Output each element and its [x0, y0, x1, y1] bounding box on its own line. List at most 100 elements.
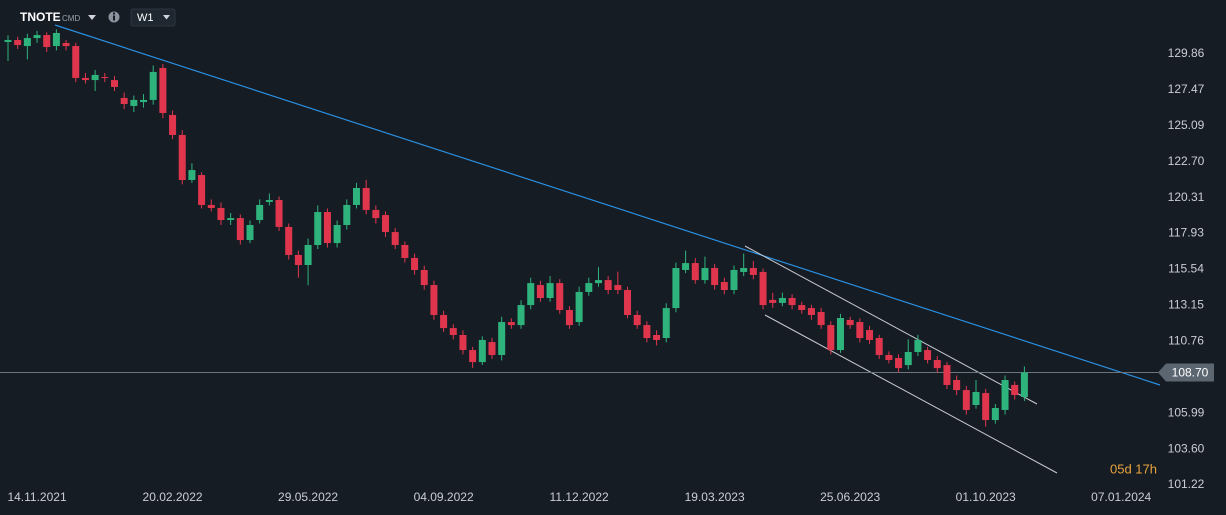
- candle-body: [236, 218, 244, 241]
- candle-body: [275, 200, 283, 227]
- candle-body: [778, 297, 786, 303]
- candle-body: [730, 269, 738, 291]
- candle-body: [198, 175, 206, 205]
- candle-body: [207, 204, 215, 208]
- last-price-tag: [1158, 363, 1214, 382]
- candle-body: [740, 268, 748, 272]
- interval-selector[interactable]: [130, 8, 176, 27]
- candle-body: [585, 283, 593, 292]
- candle-body: [285, 226, 293, 255]
- candle-body: [188, 170, 196, 180]
- candle-body: [72, 46, 80, 78]
- candle-body: [323, 212, 331, 244]
- candle-body: [120, 97, 128, 104]
- candle-body: [594, 280, 602, 284]
- symbol-dropdown[interactable]: [88, 15, 96, 20]
- candle-body: [604, 280, 612, 291]
- interval-dropdown: [163, 15, 170, 20]
- y-tick-label: 125.09: [1168, 118, 1205, 132]
- candle-body: [1011, 384, 1019, 396]
- candle-body: [430, 285, 438, 315]
- candle-body: [701, 268, 709, 281]
- info-icon-glyph: [113, 12, 115, 15]
- candle-body: [653, 335, 661, 340]
- y-tick-label: 105.99: [1168, 405, 1205, 419]
- x-tick-label: 14.11.2021: [7, 490, 66, 504]
- candle-body: [691, 263, 699, 281]
- plot-area: 101.22 103.60 105.99 110.76 113.15 115.54 117.…: [0, 29, 1205, 504]
- candle-body: [333, 224, 341, 244]
- candle-body: [788, 297, 796, 306]
- y-tick-label: 117.93: [1168, 226, 1204, 240]
- interval: W1: [137, 12, 154, 24]
- channel-line: [764, 314, 1058, 474]
- candle-body: [527, 283, 535, 306]
- y-tick-label: 127.47: [1168, 82, 1205, 96]
- candle-body: [565, 310, 573, 326]
- candle-body: [507, 322, 515, 326]
- candle-body: [807, 308, 815, 315]
- candle-body: [101, 77, 109, 79]
- symbol[interactable]: TNOTE: [20, 10, 61, 24]
- candle-body: [672, 268, 680, 309]
- candle-body: [711, 268, 719, 286]
- candle-body: [517, 305, 525, 326]
- candle-body: [817, 311, 825, 326]
- candle-body: [43, 35, 51, 47]
- candle-body: [933, 359, 941, 369]
- x-tick-label: 25.06.2023: [820, 490, 880, 504]
- candle-body: [846, 319, 854, 326]
- symbol-kind: CMD: [62, 14, 80, 23]
- candle-body: [1020, 372, 1028, 398]
- y-tick-label: 122.70: [1168, 154, 1205, 168]
- candle-body: [178, 134, 186, 180]
- y-tick-label: 115.54: [1168, 262, 1204, 276]
- x-tick-label: 20.02.2022: [143, 490, 203, 504]
- candle-body: [110, 80, 118, 87]
- candle-body: [391, 232, 399, 246]
- candle-body: [169, 114, 177, 135]
- candle-body: [81, 77, 89, 81]
- candle-body: [895, 358, 903, 369]
- candle-body: [624, 290, 632, 315]
- candle-body: [759, 271, 767, 306]
- candle-body: [614, 285, 622, 291]
- candle-body: [682, 263, 690, 270]
- trend-line: [54, 24, 1161, 386]
- candle-body: [265, 200, 273, 202]
- candle-body: [662, 308, 670, 339]
- candle-body: [575, 291, 583, 323]
- candle-body: [352, 187, 360, 205]
- candle-body: [953, 379, 961, 391]
- candle-body: [633, 314, 641, 326]
- candle-body: [304, 245, 312, 266]
- candle-body: [449, 328, 457, 336]
- candle-body: [875, 338, 883, 356]
- y-tick-label: 103.60: [1168, 441, 1205, 455]
- candle-body: [478, 339, 486, 363]
- candle-body: [991, 407, 999, 421]
- candle-body: [798, 305, 806, 311]
- candle-body: [720, 282, 728, 291]
- candle-body: [246, 224, 254, 241]
- candle-body: [856, 322, 864, 339]
- candle-body: [294, 254, 302, 266]
- bar-countdown: 05d 17h: [1110, 461, 1157, 476]
- candle-body: [159, 68, 167, 114]
- x-tick-label: 01.10.2023: [956, 490, 1016, 504]
- candle-body: [227, 218, 235, 221]
- candle-body: [4, 40, 12, 42]
- candle-body: [982, 393, 990, 421]
- candle-body: [149, 71, 157, 100]
- candle-body: [62, 43, 70, 47]
- candle-body: [52, 32, 60, 47]
- candle-body: [256, 204, 264, 221]
- y-tick-label: 101.22: [1168, 477, 1205, 491]
- candle-body: [924, 350, 932, 360]
- candle-body: [827, 325, 835, 351]
- candle-body: [372, 209, 380, 219]
- candle-body: [469, 350, 477, 363]
